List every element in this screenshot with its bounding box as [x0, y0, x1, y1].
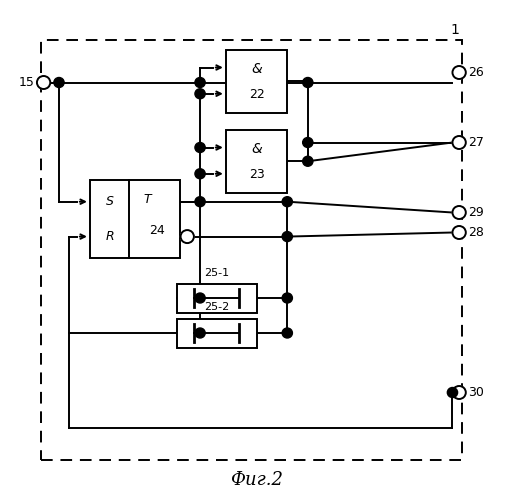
Text: T: T	[143, 193, 151, 206]
Circle shape	[452, 136, 466, 149]
Bar	[177, 318, 256, 348]
Bar	[226, 50, 287, 112]
Text: 28: 28	[468, 226, 484, 239]
Circle shape	[282, 328, 292, 338]
Text: R: R	[105, 230, 114, 243]
Bar	[226, 130, 287, 192]
Circle shape	[452, 226, 466, 239]
Circle shape	[447, 388, 458, 398]
Circle shape	[195, 142, 205, 152]
Text: &: &	[251, 142, 262, 156]
Text: 23: 23	[249, 168, 264, 181]
Bar	[41, 40, 462, 460]
Circle shape	[452, 386, 466, 399]
Text: S: S	[106, 195, 113, 208]
Circle shape	[282, 293, 292, 303]
Circle shape	[282, 196, 292, 206]
Circle shape	[195, 196, 205, 206]
Circle shape	[282, 232, 292, 241]
Text: 26: 26	[468, 66, 484, 79]
Text: 22: 22	[249, 88, 264, 102]
Text: 27: 27	[468, 136, 484, 149]
Text: 24: 24	[149, 224, 165, 237]
Circle shape	[195, 328, 205, 338]
Text: &: &	[251, 62, 262, 76]
Text: 29: 29	[468, 206, 484, 219]
Text: 15: 15	[18, 76, 34, 89]
Text: 30: 30	[468, 386, 484, 399]
Text: Фиг.2: Фиг.2	[230, 471, 283, 489]
Circle shape	[195, 293, 205, 303]
Circle shape	[303, 78, 313, 88]
Text: 25-2: 25-2	[204, 302, 229, 312]
Circle shape	[54, 78, 64, 88]
Bar	[90, 180, 180, 258]
Circle shape	[195, 89, 205, 99]
Text: 25-1: 25-1	[204, 268, 229, 278]
Circle shape	[195, 78, 205, 88]
Circle shape	[303, 138, 313, 147]
Circle shape	[37, 76, 50, 89]
Circle shape	[181, 230, 194, 243]
Circle shape	[195, 169, 205, 179]
Text: 1: 1	[450, 24, 459, 38]
Circle shape	[452, 66, 466, 79]
Bar	[177, 284, 256, 312]
Circle shape	[303, 156, 313, 166]
Circle shape	[452, 206, 466, 219]
